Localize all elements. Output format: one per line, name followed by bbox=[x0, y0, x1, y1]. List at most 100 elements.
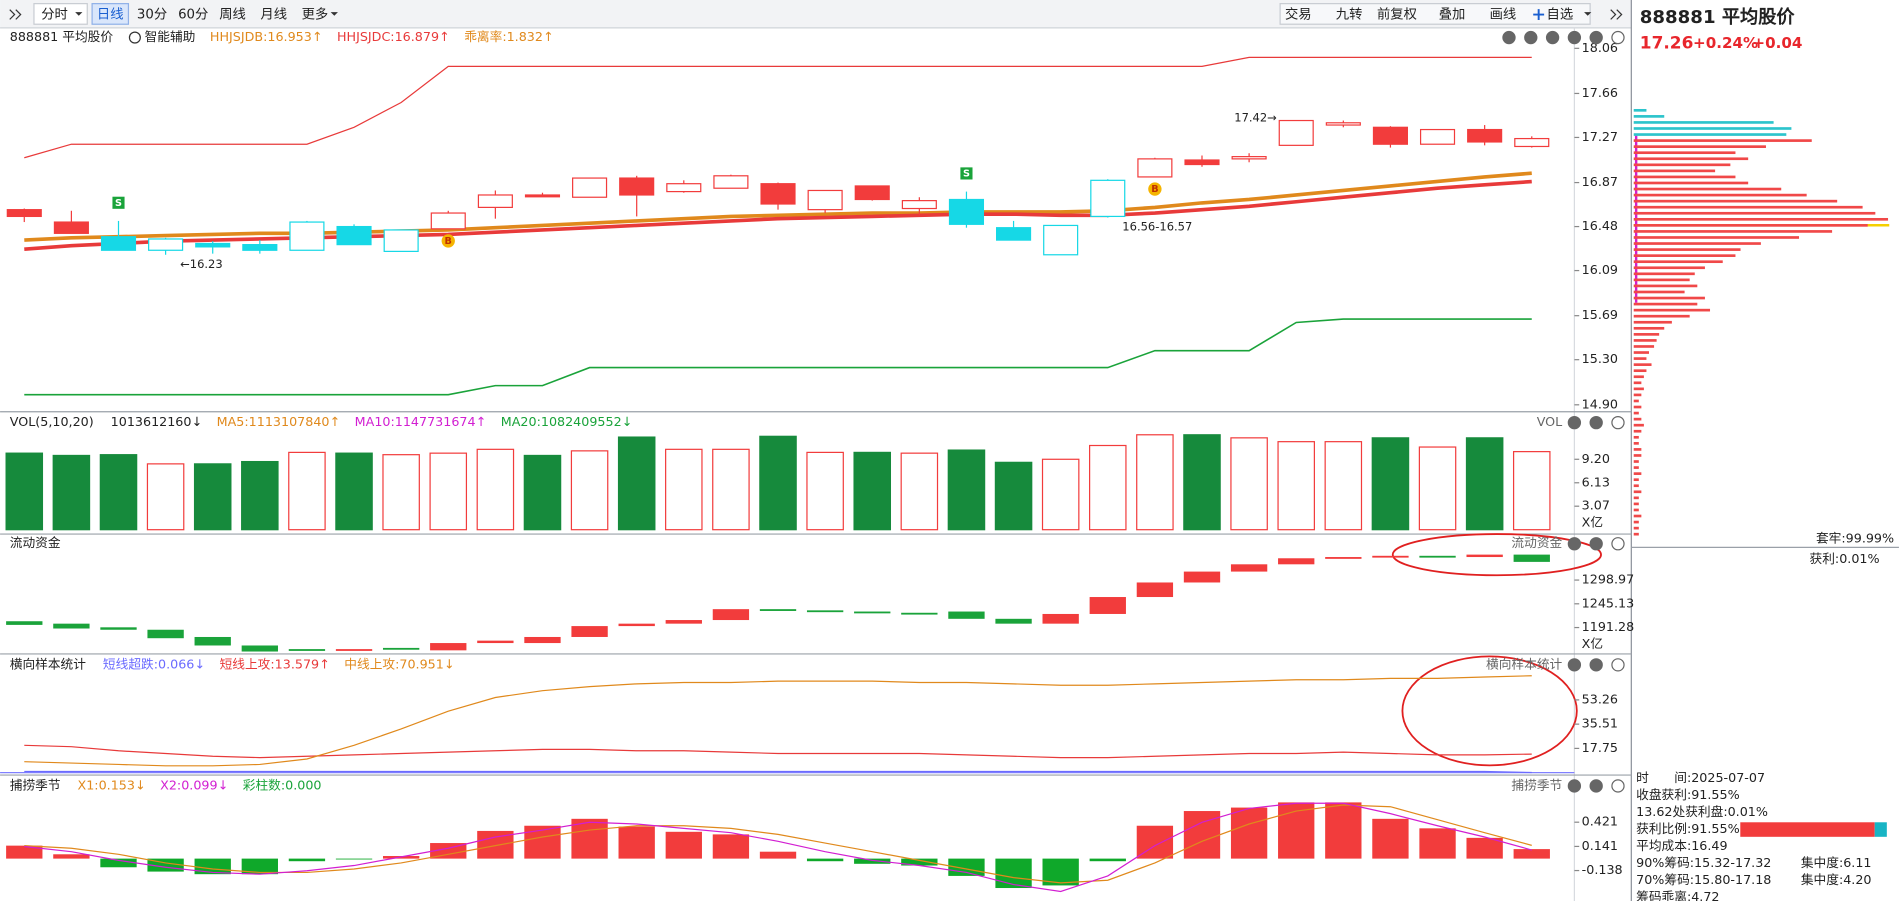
chip-bar bbox=[1633, 411, 1639, 415]
panel-title: 888881 平均股价 bbox=[10, 29, 114, 44]
flow-bar bbox=[147, 629, 184, 639]
season-bar bbox=[712, 834, 750, 859]
toolbar-button[interactable]: 更多 bbox=[302, 6, 329, 23]
panel-label-right: VOL bbox=[1537, 414, 1563, 429]
chip-bar bbox=[1633, 217, 1889, 221]
panel-icon[interactable] bbox=[1589, 415, 1603, 430]
candle-body bbox=[477, 194, 513, 208]
last-price: 17.26 bbox=[1640, 33, 1694, 53]
panel-icon[interactable] bbox=[1589, 779, 1603, 793]
flow-bar bbox=[53, 623, 90, 629]
season-bar bbox=[995, 858, 1032, 889]
profit-ratio: 获利:0.01% bbox=[1810, 551, 1880, 566]
info-line: 获利比例:91.55% bbox=[1636, 821, 1740, 836]
toolbar-button[interactable]: 60分 bbox=[178, 7, 208, 23]
chip-bar bbox=[1633, 211, 1876, 215]
info-line: 70%筹码:15.80-17.18 bbox=[1636, 872, 1771, 887]
chip-bar bbox=[1633, 224, 1868, 227]
chip-bar bbox=[1633, 121, 1774, 124]
flow-bar bbox=[901, 612, 938, 615]
flow-bar bbox=[524, 636, 561, 644]
y-tick-label: 14.90 bbox=[1582, 396, 1618, 411]
toolbar-button[interactable]: 九转 bbox=[1336, 7, 1363, 23]
assist-icon[interactable] bbox=[128, 31, 141, 44]
chip-bar bbox=[1633, 490, 1642, 494]
flow-bar bbox=[806, 610, 844, 613]
panel-icon[interactable] bbox=[1502, 30, 1516, 45]
chip-bar bbox=[1633, 230, 1833, 233]
panel-icon[interactable] bbox=[1567, 537, 1582, 551]
candle-body bbox=[336, 225, 372, 246]
collapse-icon[interactable] bbox=[9, 9, 22, 20]
volume-bar bbox=[1371, 437, 1410, 531]
toolbar-button[interactable]: 日线 bbox=[97, 7, 124, 23]
panel-icon[interactable] bbox=[1589, 658, 1603, 672]
panel-icon[interactable] bbox=[1567, 30, 1582, 45]
volume-bar bbox=[1041, 458, 1080, 531]
toolbar-button[interactable]: 周线 bbox=[219, 7, 246, 23]
buy-signal bbox=[1148, 182, 1162, 196]
candle-body bbox=[996, 227, 1032, 241]
panel-icon[interactable] bbox=[1567, 415, 1582, 430]
indicator-readout: MA10:1147731674↑ bbox=[355, 414, 487, 429]
candle-body bbox=[1467, 128, 1503, 143]
toolbar-button[interactable]: 交易 bbox=[1285, 6, 1312, 23]
price-note: 17.42→ bbox=[1234, 111, 1277, 125]
season-bar bbox=[194, 858, 231, 875]
indicator-readout: X1:0.153↓ bbox=[78, 777, 146, 792]
panel-icon[interactable] bbox=[1611, 537, 1625, 551]
chip-bar bbox=[1633, 478, 1639, 482]
candle-body bbox=[1372, 126, 1408, 145]
chip-bar bbox=[1633, 417, 1642, 421]
toolbar-button[interactable]: 叠加 bbox=[1439, 7, 1466, 23]
toolbar-button[interactable]: 30分 bbox=[137, 7, 167, 23]
season-bar bbox=[1419, 828, 1456, 859]
volume-bar bbox=[853, 451, 892, 531]
candle-body bbox=[242, 244, 278, 251]
panel-icon[interactable] bbox=[1545, 30, 1560, 45]
panel-icon[interactable] bbox=[1611, 779, 1625, 793]
panel-icon[interactable] bbox=[1589, 537, 1603, 551]
candle-body bbox=[100, 236, 137, 251]
panel-icon[interactable] bbox=[1524, 30, 1538, 45]
toolbar-button[interactable]: 自选 bbox=[1547, 7, 1574, 23]
chip-bar bbox=[1633, 520, 1639, 524]
panel-icon[interactable] bbox=[1611, 415, 1625, 430]
indicator-readout: MA5:1113107840↑ bbox=[217, 414, 340, 429]
panel-icon[interactable] bbox=[1567, 779, 1582, 793]
panel-title: 捕捞季节 bbox=[10, 777, 61, 792]
chip-bar bbox=[1633, 278, 1690, 282]
intraday-button[interactable] bbox=[33, 3, 88, 25]
side-title: 888881 平均股价 bbox=[1640, 6, 1796, 28]
volume-bar bbox=[617, 436, 656, 531]
volume-bar bbox=[5, 452, 44, 531]
chip-bar bbox=[1633, 248, 1741, 251]
indicator-line bbox=[24, 56, 1532, 159]
y-tick-label: 35.51 bbox=[1582, 716, 1618, 731]
selected-tab[interactable] bbox=[91, 3, 130, 25]
season-bar bbox=[1466, 837, 1503, 859]
volume-bar bbox=[1277, 441, 1315, 531]
panel-icon[interactable] bbox=[1611, 658, 1625, 672]
toolbar-button[interactable]: 前复权 bbox=[1377, 6, 1417, 23]
assist-label[interactable]: 智能辅助 bbox=[145, 29, 196, 44]
volume-bar bbox=[759, 435, 797, 531]
volume-bar bbox=[994, 461, 1033, 531]
expand-icon[interactable] bbox=[1610, 9, 1623, 20]
volume-bar bbox=[1418, 446, 1457, 531]
panel-icon[interactable] bbox=[1589, 30, 1603, 45]
y-tick-label: 16.09 bbox=[1582, 262, 1618, 277]
y-tick-label: 17.66 bbox=[1582, 85, 1618, 100]
toolbar-button[interactable]: 分时 bbox=[41, 7, 68, 23]
candle-body bbox=[807, 189, 843, 211]
toolbar-button[interactable]: 月线 bbox=[260, 7, 287, 23]
panel-icon[interactable] bbox=[1567, 658, 1582, 672]
toolbar-button[interactable]: 画线 bbox=[1490, 7, 1517, 23]
y-tick-label: 1298.97 bbox=[1582, 572, 1635, 587]
chip-bar bbox=[1633, 163, 1731, 167]
candle-body bbox=[1231, 156, 1267, 160]
flow-bar bbox=[241, 645, 278, 652]
chip-bar bbox=[1633, 387, 1644, 391]
panel-icon[interactable] bbox=[1611, 30, 1625, 45]
season-bar bbox=[335, 858, 373, 860]
